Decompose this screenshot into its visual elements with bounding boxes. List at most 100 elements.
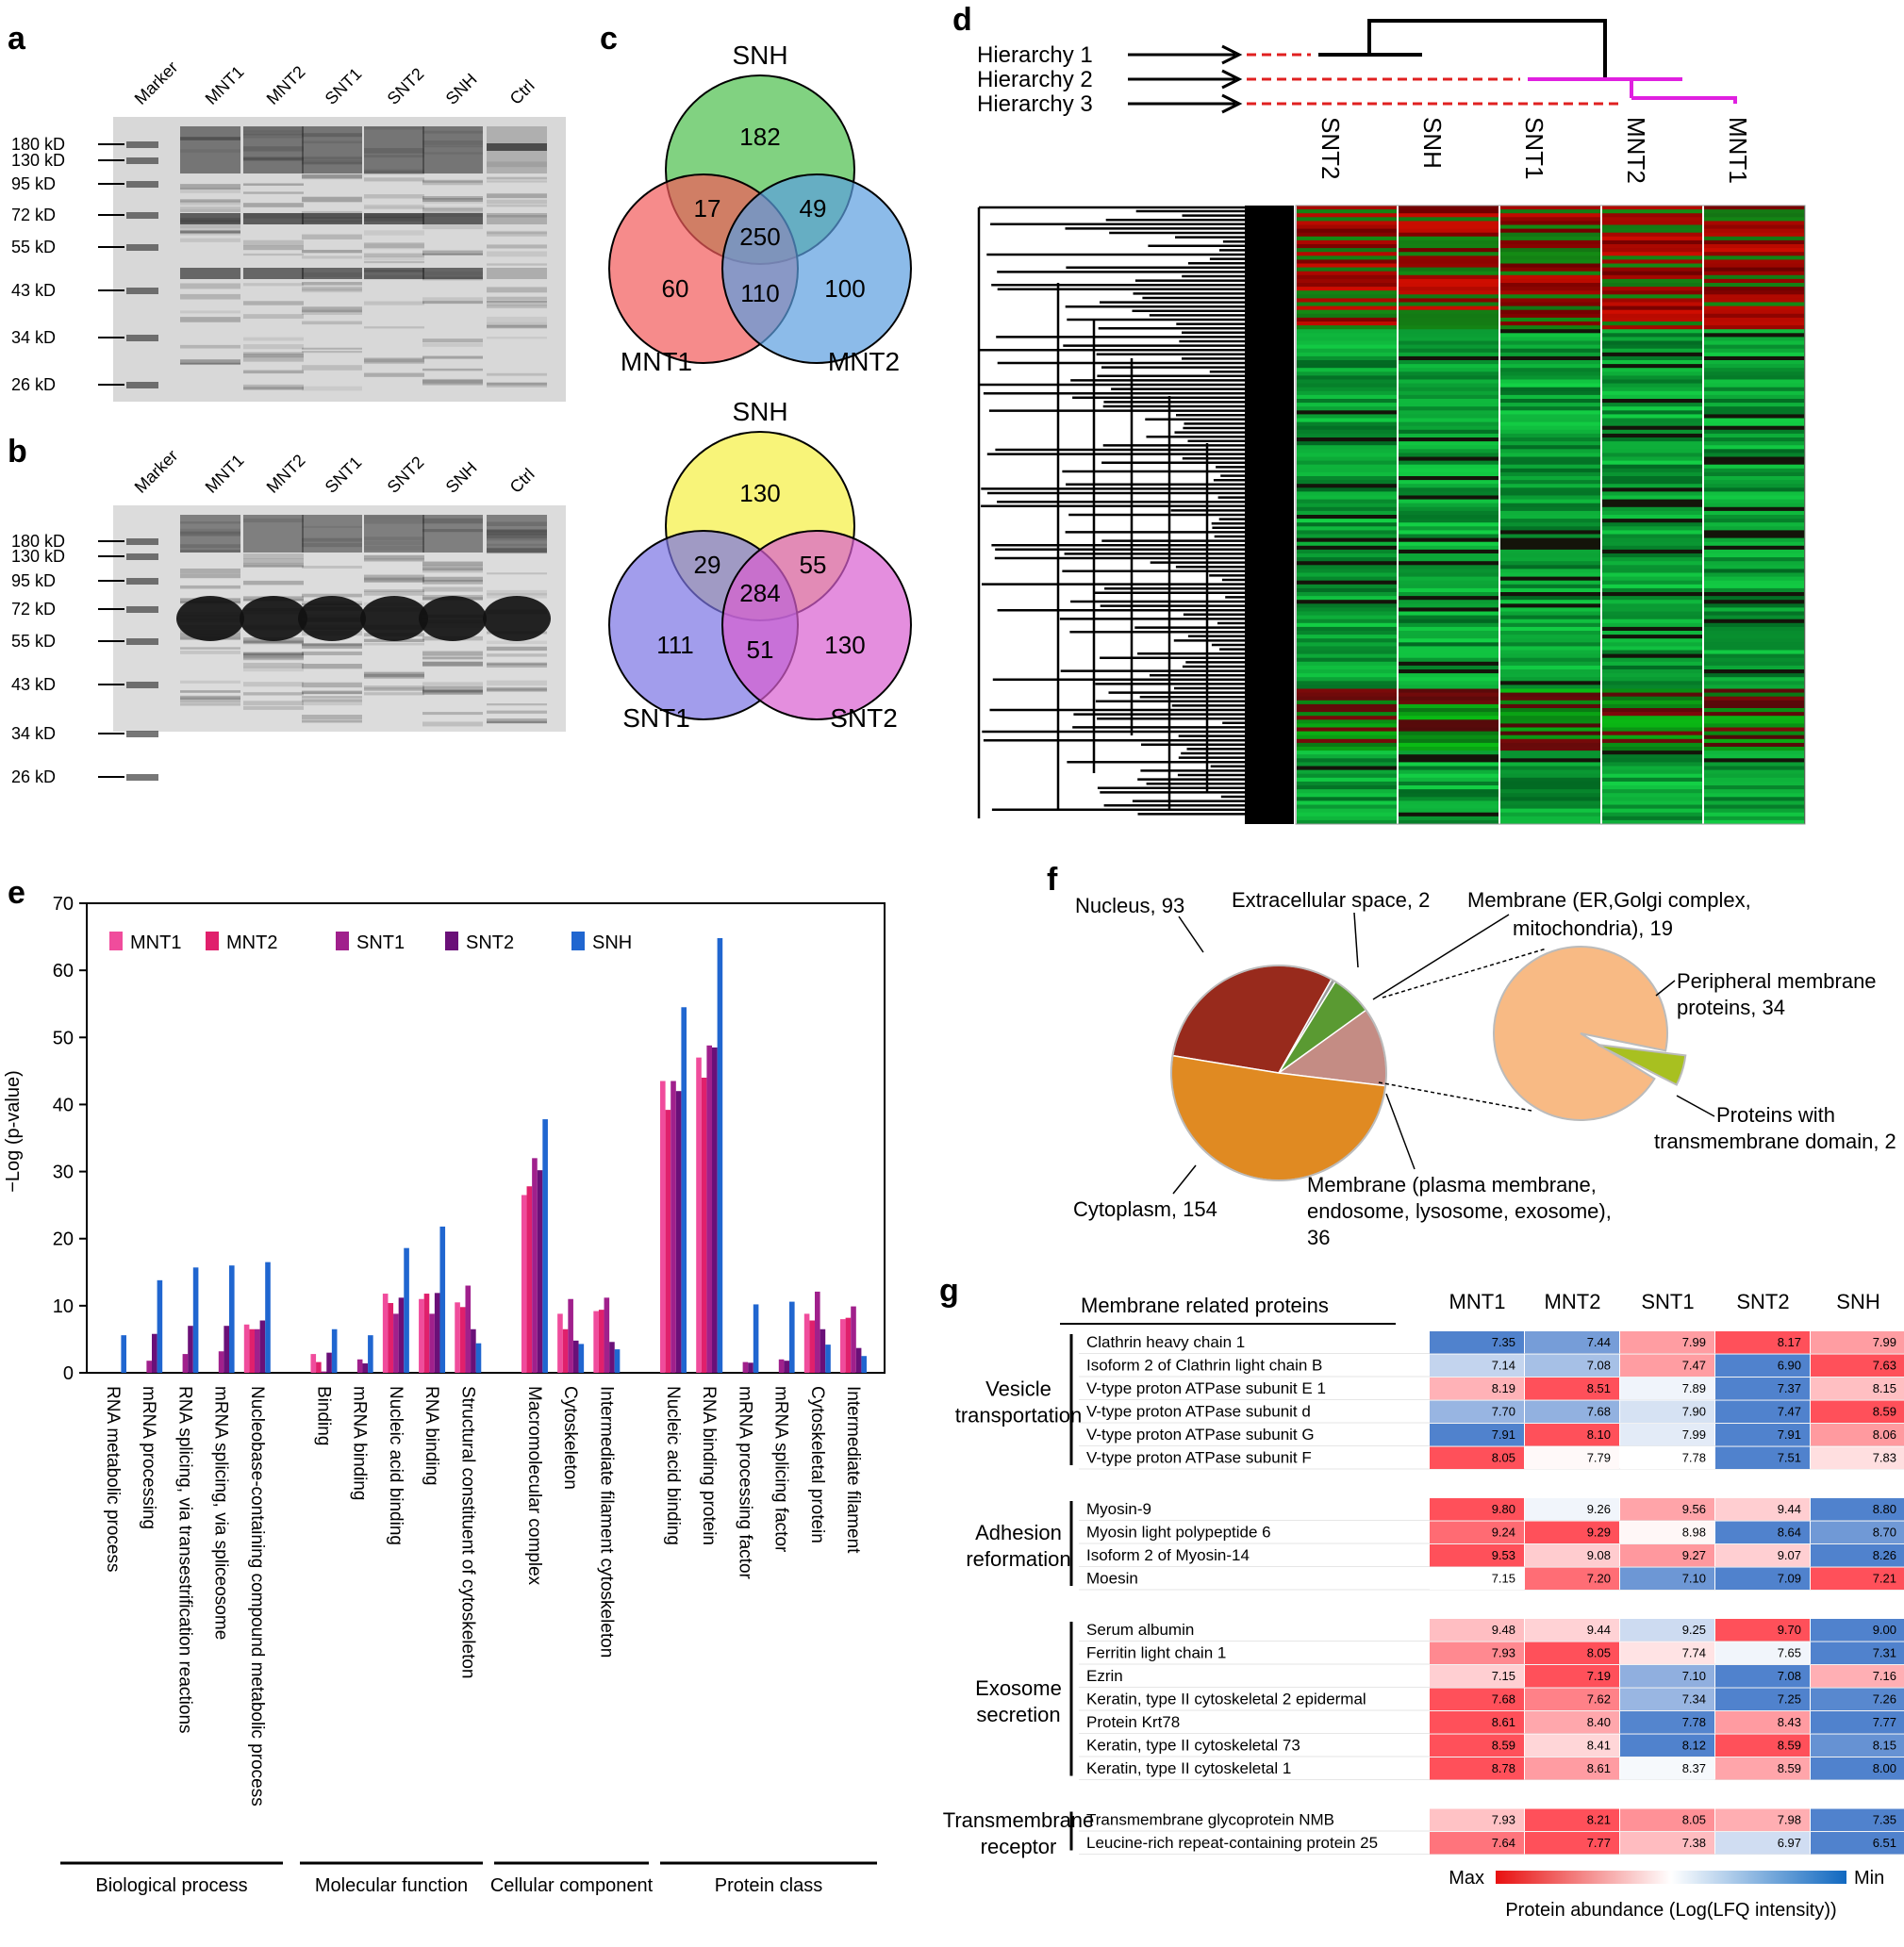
heatmap-cell (1399, 206, 1498, 210)
venn-count-left_right: 110 (740, 279, 779, 307)
heatmap-cell (1602, 611, 1702, 616)
heatmap-cell (1704, 773, 1804, 779)
heatmap-cell (1704, 592, 1804, 597)
marker-band (126, 638, 158, 645)
gel-band (487, 244, 547, 249)
heatmap-cell (1602, 476, 1702, 481)
heatmap-cell (1399, 777, 1498, 783)
gel-band (243, 387, 304, 390)
heatmap-cell (1399, 340, 1498, 345)
heatmap-cell (1297, 665, 1397, 670)
table-cell (1715, 1642, 1810, 1664)
venn-count-left: 111 (656, 631, 694, 659)
gel-band (422, 301, 483, 305)
gel-band (364, 260, 424, 264)
heatmap-cell (1500, 727, 1600, 732)
heatmap-cell (1500, 596, 1600, 601)
heatmap-cell (1602, 206, 1702, 210)
heatmap-cell (1704, 657, 1804, 663)
heatmap-cell (1500, 611, 1600, 616)
heatmap-cell (1500, 317, 1600, 322)
table-cell (1715, 1808, 1810, 1831)
heatmap-cell (1399, 661, 1498, 667)
heatmap-cell (1297, 742, 1397, 748)
heatmap-cell (1500, 688, 1600, 693)
heatmap-cell (1399, 387, 1498, 392)
gel-band (364, 692, 424, 696)
gel-band (302, 351, 362, 354)
heatmap-cell (1704, 661, 1804, 667)
heatmap-cell (1399, 762, 1498, 767)
y-tick-label: 10 (53, 1296, 74, 1317)
heatmap-cell (1704, 808, 1804, 814)
table-header-label: Membrane related proteins (1081, 1294, 1329, 1317)
gel-band (243, 354, 304, 358)
table-cell (1620, 1711, 1714, 1734)
heatmap-cell (1704, 646, 1804, 651)
heatmap-cell (1297, 387, 1397, 392)
heatmap-cell (1602, 808, 1702, 814)
gel-band (180, 184, 240, 190)
gel-band (302, 691, 362, 695)
heatmap-cell (1500, 499, 1600, 504)
gel-band (487, 199, 547, 205)
gel-band (364, 205, 424, 207)
table-cell (1525, 1642, 1619, 1664)
heatmap-cell (1297, 390, 1397, 396)
gel-band (422, 343, 483, 347)
heatmap-cell (1399, 298, 1498, 303)
heatmap-cell (1297, 337, 1397, 341)
gel-band (422, 224, 483, 230)
group-name-2: secretion (976, 1703, 1060, 1726)
heatmap-cell (1704, 673, 1804, 678)
table-cell (1525, 1378, 1619, 1400)
gel-marker-label: 43 kD (11, 281, 56, 300)
table-cell-value: 7.44 (1587, 1335, 1611, 1349)
group-label: Protein class (715, 1875, 823, 1896)
heatmap-cell (1297, 561, 1397, 566)
heatmap-cell (1297, 819, 1397, 825)
heatmap-cell (1399, 414, 1498, 419)
heatmap-cell (1500, 537, 1600, 543)
marker-band (126, 157, 158, 164)
x-category-label: Intermediate filament (843, 1386, 863, 1554)
heatmap-cell (1297, 716, 1397, 720)
bar (419, 1298, 424, 1373)
heatmap-cell (1500, 626, 1600, 632)
protein-name: Myosin light polypeptide 6 (1086, 1524, 1271, 1542)
heatmap-cell (1399, 418, 1498, 422)
heatmap-cell (1602, 344, 1702, 350)
bar (845, 1317, 852, 1373)
gel-marker-label: 55 kD (11, 632, 56, 651)
heatmap-cell (1704, 800, 1804, 805)
heatmap-cell (1297, 789, 1397, 794)
x-category-label: Nucleic acid binding (386, 1386, 406, 1545)
heatmap-cell (1399, 569, 1498, 573)
heatmap-cell (1704, 677, 1804, 682)
heatmap-cell (1399, 425, 1498, 431)
table-cell (1430, 1544, 1524, 1567)
gel-lane-label-mnt2: MNT2 (263, 451, 309, 497)
table-cell (1430, 1665, 1524, 1688)
heatmap-cell (1602, 777, 1702, 783)
table-cell (1715, 1757, 1810, 1780)
heatmap-cell (1500, 754, 1600, 759)
heatmap-cell (1602, 244, 1702, 249)
heatmap-cell (1500, 708, 1600, 713)
heatmap-cell (1297, 580, 1397, 586)
bar (840, 1319, 846, 1373)
heatmap-cell (1399, 700, 1498, 705)
panel-label-g: g (939, 1273, 959, 1309)
gel-band (243, 126, 304, 173)
gel-lane-label-snh: SNH (442, 70, 481, 108)
heatmap-column-label: SNT1 (1520, 117, 1548, 179)
heatmap-cell (1704, 762, 1804, 767)
heatmap-cell (1399, 480, 1498, 485)
heatmap-cell (1500, 766, 1600, 770)
gel-band (364, 177, 424, 182)
heatmap-cell (1602, 685, 1702, 689)
heatmap-cell (1500, 712, 1600, 717)
table-cell-value: 7.74 (1682, 1646, 1706, 1660)
heatmap-cell (1602, 522, 1702, 527)
